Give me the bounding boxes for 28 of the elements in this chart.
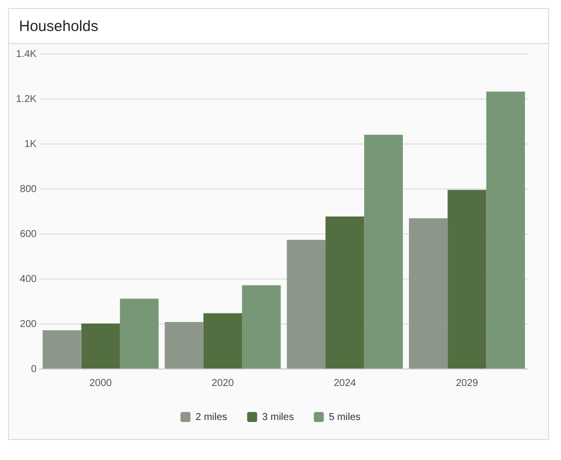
legend-label: 5 miles <box>328 412 361 423</box>
y-tick-label: 600 <box>20 228 38 240</box>
bar <box>203 313 242 368</box>
bar <box>81 324 120 368</box>
bar <box>242 285 281 368</box>
y-tick-label: 0 <box>31 364 38 375</box>
bar <box>408 218 448 368</box>
bar <box>486 92 525 368</box>
bar <box>286 240 326 368</box>
bar <box>42 330 82 368</box>
bar <box>164 322 204 368</box>
legend-label: 2 miles <box>195 412 228 423</box>
y-tick-label: 800 <box>20 184 38 195</box>
x-tick-label: 2029 <box>456 378 479 389</box>
y-tick-label: 1.2K <box>16 94 37 105</box>
bar <box>326 216 364 368</box>
legend-label: 3 miles <box>262 412 294 423</box>
y-tick-label: 1.4K <box>16 48 37 60</box>
y-tick-label: 1K <box>24 138 37 150</box>
y-tick-label: 200 <box>20 318 38 330</box>
bar <box>448 190 486 368</box>
y-tick-label: 400 <box>20 274 38 285</box>
x-tick-label: 2020 <box>212 378 234 389</box>
chart-title: Households <box>9 9 548 44</box>
x-tick-label: 2024 <box>334 378 356 389</box>
bar <box>364 134 403 368</box>
x-tick-label: 2000 <box>90 378 112 389</box>
bar <box>120 298 159 368</box>
